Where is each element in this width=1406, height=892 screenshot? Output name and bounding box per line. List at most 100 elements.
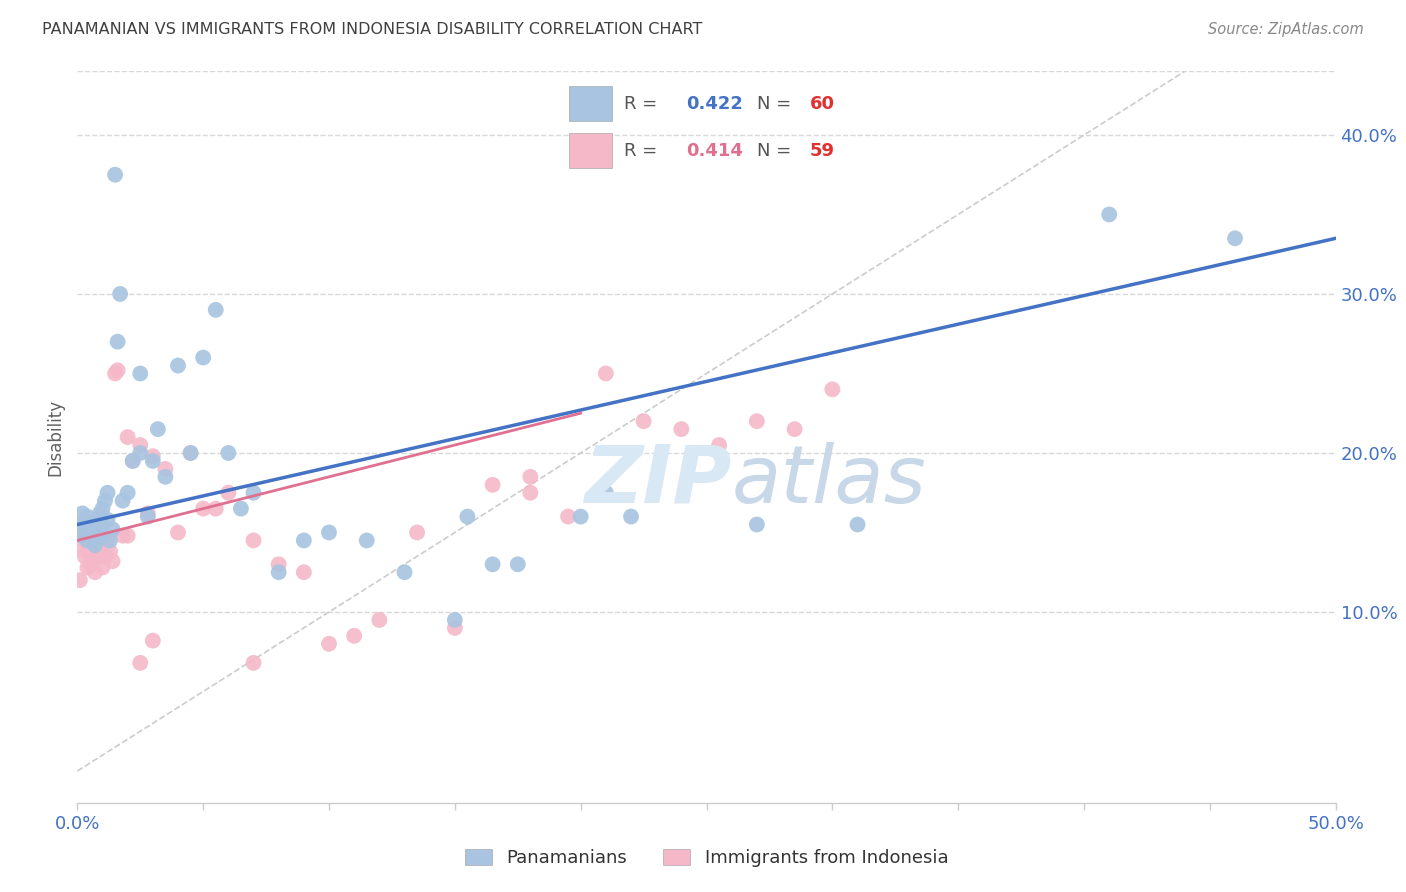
Point bbox=[129, 438, 152, 452]
Legend: Panamanians, Immigrants from Indonesia: Panamanians, Immigrants from Indonesia bbox=[465, 848, 948, 867]
Text: ZIP: ZIP bbox=[585, 442, 731, 520]
Point bbox=[117, 430, 139, 444]
Point bbox=[89, 525, 111, 540]
Point bbox=[72, 541, 94, 556]
Point bbox=[1223, 231, 1246, 245]
Point bbox=[191, 351, 215, 365]
Point bbox=[318, 637, 340, 651]
Text: atlas: atlas bbox=[731, 442, 927, 520]
Point bbox=[82, 533, 104, 548]
Point bbox=[84, 517, 107, 532]
Point bbox=[79, 517, 101, 532]
Point bbox=[242, 485, 264, 500]
Point bbox=[519, 470, 541, 484]
Point bbox=[76, 509, 98, 524]
Point bbox=[79, 525, 101, 540]
Point bbox=[595, 485, 617, 500]
Point bbox=[84, 566, 107, 580]
Point bbox=[121, 454, 143, 468]
Point bbox=[82, 529, 104, 543]
Point bbox=[104, 168, 127, 182]
Point bbox=[671, 422, 693, 436]
Point bbox=[167, 525, 190, 540]
Text: Source: ZipAtlas.com: Source: ZipAtlas.com bbox=[1208, 22, 1364, 37]
Point bbox=[242, 533, 264, 548]
Point bbox=[98, 544, 121, 558]
Point bbox=[82, 522, 104, 536]
Point bbox=[76, 544, 98, 558]
Point bbox=[101, 522, 124, 536]
Text: PANAMANIAN VS IMMIGRANTS FROM INDONESIA DISABILITY CORRELATION CHART: PANAMANIAN VS IMMIGRANTS FROM INDONESIA … bbox=[42, 22, 703, 37]
Point bbox=[108, 287, 131, 301]
Point bbox=[76, 560, 98, 574]
Point bbox=[444, 613, 467, 627]
Point bbox=[1098, 207, 1121, 221]
Point bbox=[79, 558, 101, 572]
Point bbox=[142, 449, 165, 463]
Text: R =: R = bbox=[624, 95, 664, 112]
Point bbox=[89, 507, 111, 521]
Text: 0.422: 0.422 bbox=[686, 95, 742, 112]
Point bbox=[343, 629, 366, 643]
Point bbox=[136, 507, 159, 521]
Point bbox=[394, 566, 416, 580]
Point bbox=[73, 525, 96, 540]
Point bbox=[707, 438, 730, 452]
Point bbox=[519, 485, 541, 500]
Point bbox=[456, 509, 478, 524]
Point bbox=[167, 359, 190, 373]
Point bbox=[86, 529, 108, 543]
Point bbox=[204, 501, 226, 516]
Point bbox=[104, 367, 127, 381]
Point bbox=[101, 554, 124, 568]
Point bbox=[191, 501, 215, 516]
Point bbox=[229, 501, 252, 516]
Point bbox=[136, 509, 159, 524]
Point bbox=[217, 446, 239, 460]
Point bbox=[180, 446, 202, 460]
Text: R =: R = bbox=[624, 142, 664, 160]
Text: 59: 59 bbox=[810, 142, 835, 160]
Point bbox=[91, 533, 114, 548]
Point bbox=[84, 538, 107, 552]
Point bbox=[481, 558, 503, 572]
Point bbox=[72, 529, 94, 543]
Point bbox=[745, 517, 768, 532]
Point bbox=[242, 656, 264, 670]
Point bbox=[91, 517, 114, 532]
Point bbox=[96, 485, 118, 500]
Point bbox=[91, 501, 114, 516]
Point bbox=[69, 573, 91, 587]
FancyBboxPatch shape bbox=[568, 133, 612, 168]
Y-axis label: Disability: Disability bbox=[46, 399, 65, 475]
Point bbox=[86, 513, 108, 527]
Point bbox=[96, 533, 118, 548]
Point bbox=[86, 533, 108, 548]
Point bbox=[82, 554, 104, 568]
Point bbox=[73, 549, 96, 564]
Point bbox=[89, 549, 111, 564]
Point bbox=[406, 525, 429, 540]
Point bbox=[79, 538, 101, 552]
FancyBboxPatch shape bbox=[568, 87, 612, 121]
Point bbox=[783, 422, 806, 436]
Point bbox=[444, 621, 467, 635]
Point bbox=[129, 367, 152, 381]
Point bbox=[368, 613, 391, 627]
Point bbox=[267, 566, 290, 580]
Point bbox=[107, 363, 129, 377]
Point bbox=[73, 533, 96, 548]
Point bbox=[745, 414, 768, 428]
Point bbox=[506, 558, 529, 572]
Point bbox=[117, 529, 139, 543]
Point bbox=[204, 302, 226, 317]
Point bbox=[846, 517, 869, 532]
Point bbox=[292, 533, 315, 548]
Point bbox=[292, 566, 315, 580]
Point bbox=[86, 544, 108, 558]
Point bbox=[91, 560, 114, 574]
Point bbox=[620, 509, 643, 524]
Point bbox=[217, 485, 239, 500]
Point bbox=[267, 558, 290, 572]
Point bbox=[129, 656, 152, 670]
